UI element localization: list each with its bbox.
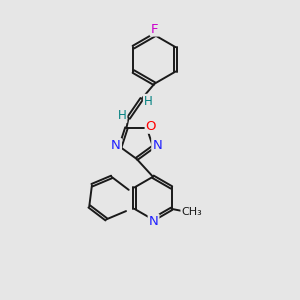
Text: N: N bbox=[111, 139, 121, 152]
Text: O: O bbox=[146, 120, 156, 133]
Text: CH₃: CH₃ bbox=[181, 207, 202, 217]
Text: H: H bbox=[118, 109, 126, 122]
Text: F: F bbox=[151, 22, 158, 35]
Text: N: N bbox=[152, 139, 162, 152]
Text: N: N bbox=[149, 214, 158, 227]
Text: H: H bbox=[144, 95, 153, 108]
